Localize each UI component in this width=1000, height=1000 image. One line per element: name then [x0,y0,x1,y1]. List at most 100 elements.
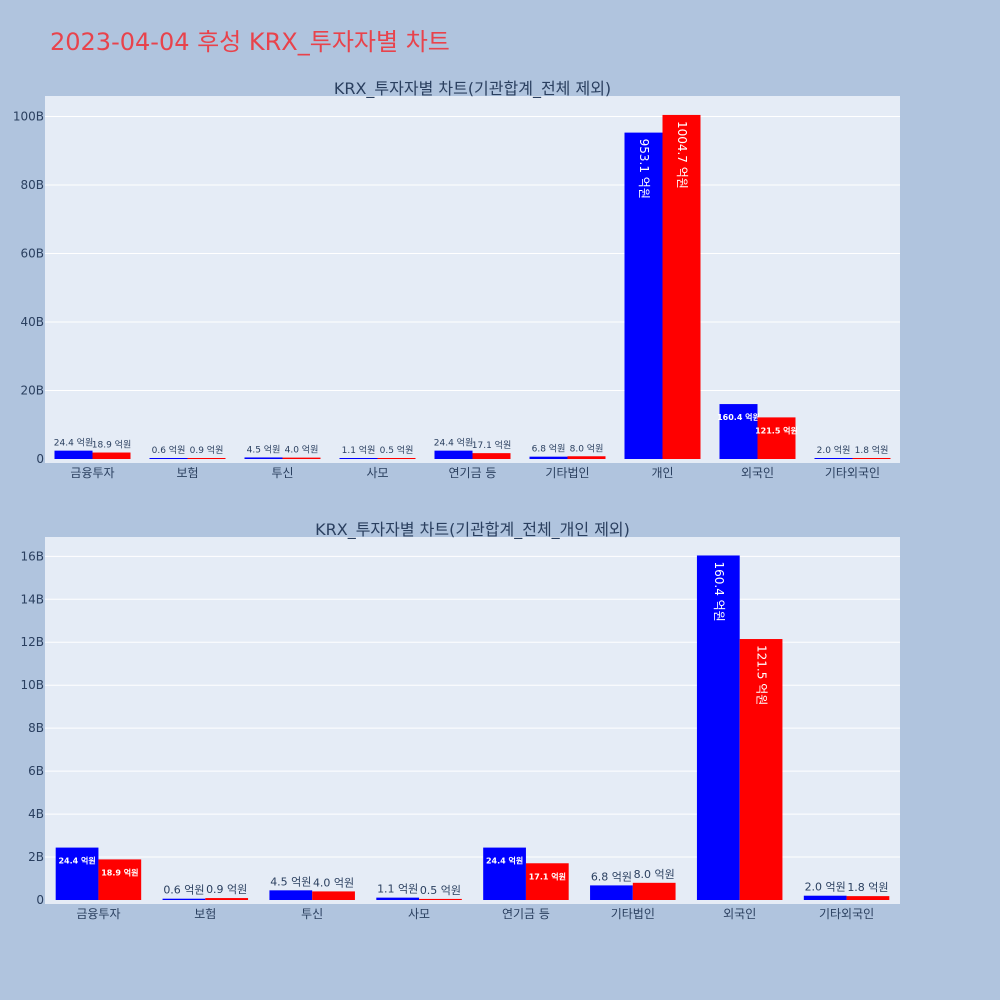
bar-buy [719,404,758,459]
bar-label: 160.4 억원 [712,561,726,621]
bar-buy [814,458,853,459]
bar-sell [525,863,569,900]
y-tick-label: 4B [28,807,44,821]
bar-label: 1.8 억원 [855,444,889,456]
bar-label: 2.0 억원 [817,444,851,456]
bar-buy [434,450,473,459]
bar-sell [757,417,796,459]
bar-label: 4.0 억원 [285,444,319,456]
y-tick-label: 2B [28,850,44,864]
bar-sell [282,457,321,459]
y-tick-label: 20B [20,384,44,398]
chart-title: KRX_투자자별 차트(기관합계_전체_개인 제외) [315,520,630,540]
y-tick-label: 80B [20,178,44,192]
bar-sell [205,898,249,900]
x-tick-label: 투신 [271,466,293,480]
x-tick-label: 기타외국인 [819,907,874,921]
y-tick-label: 10B [20,678,44,692]
bar-label: 18.9 억원 [92,439,131,451]
bar-sell [852,458,891,459]
bar-label: 6.8 억원 [591,870,632,883]
bar-sell [846,896,890,900]
bar-label: 0.9 억원 [190,444,224,456]
bar-label: 1004.7 억원 [675,121,689,189]
bar-label: 1.1 억원 [342,444,376,456]
bar-sell [187,458,226,459]
y-tick-label: 0 [36,452,44,466]
bar-buy [696,555,740,900]
bar-buy [162,898,206,900]
bar-buy [244,457,283,459]
bar-label: 160.4 억원 [717,412,760,422]
y-tick-label: 60B [20,247,44,261]
x-tick-label: 연기금 등 [502,907,550,921]
x-tick-label: 금융투자 [76,907,120,921]
bar-label: 121.5 억원 [755,425,798,435]
bar-buy [269,890,313,900]
bar-label: 953.1 억원 [637,139,651,199]
bar-label: 8.0 억원 [634,868,675,881]
chart-top: KRX_투자자별 차트(기관합계_전체 제외) 0 20B 40B 60B 80B 100B… [13,79,900,480]
bar-buy [590,885,633,900]
x-tick-label: 외국인 [741,466,774,480]
x-tick-label: 투신 [301,907,323,921]
bar-label: 4.5 억원 [247,443,281,455]
x-tick-label: 기타외국인 [825,466,880,480]
bar-label: 24.4 억원 [434,437,473,449]
bar-sell [92,452,131,459]
bar-sell [377,458,416,459]
x-tick-label: 사모 [408,907,430,921]
bar-label: 17.1 억원 [529,871,566,881]
y-tick-label: 14B [20,592,44,606]
chart-bottom: KRX_투자자별 차트(기관합계_전체_개인 제외) 0 2B 4B 6B 8B 10B 12… [20,520,900,921]
x-tick-label: 기타법인 [611,907,655,921]
y-tick-label: 0 [36,893,44,907]
bar-buy [483,847,526,900]
bar-sell [739,639,783,900]
bar-label: 4.5 억원 [270,875,311,888]
bar-label: 0.5 억원 [420,884,461,897]
bar-label: 8.0 억원 [570,442,604,454]
plot-area [45,96,900,463]
bar-label: 0.6 억원 [152,444,186,456]
y-tick-label: 6B [28,764,44,778]
x-tick-label: 보험 [176,466,198,480]
x-tick-label: 개인 [651,466,673,480]
bar-buy [149,458,188,459]
y-tick-label: 40B [20,315,44,329]
bar-label: 2.0 억원 [805,881,846,894]
bar-buy [54,450,93,459]
page-title: 2023-04-04 후성 KRX_투자자별 차트 [50,28,450,56]
bar-label: 4.0 억원 [313,876,354,889]
bar-buy [339,458,378,459]
y-tick-label: 16B [20,549,44,563]
bar-label: 24.4 억원 [486,856,523,866]
x-tick-label: 기타법인 [545,466,589,480]
bar-label: 0.5 억원 [380,444,414,456]
bar-sell [98,859,142,900]
bar-buy [624,132,663,459]
bar-sell [312,891,355,900]
x-tick-label: 사모 [366,466,388,480]
bar-label: 1.8 억원 [847,881,888,894]
x-tick-label: 연기금 등 [449,466,497,480]
bar-buy [529,456,568,459]
bar-buy [55,847,99,900]
bar-buy [376,897,420,900]
bar-label: 1.1 억원 [377,883,418,896]
bar-label: 0.9 억원 [206,883,247,896]
y-tick-label: 100B [13,110,44,124]
bar-sell [472,453,511,459]
bar-label: 6.8 억원 [532,443,566,455]
x-tick-label: 외국인 [723,907,756,921]
bar-sell [567,456,606,459]
bar-buy [803,895,847,900]
x-tick-label: 보험 [194,907,216,921]
bar-label: 121.5 억원 [755,645,769,705]
bar-label: 0.6 억원 [163,884,204,897]
bar-sell [662,114,701,459]
bar-label: 24.4 억원 [54,437,93,449]
bar-label: 17.1 억원 [472,439,511,451]
chart-title: KRX_투자자별 차트(기관합계_전체 제외) [334,79,611,99]
